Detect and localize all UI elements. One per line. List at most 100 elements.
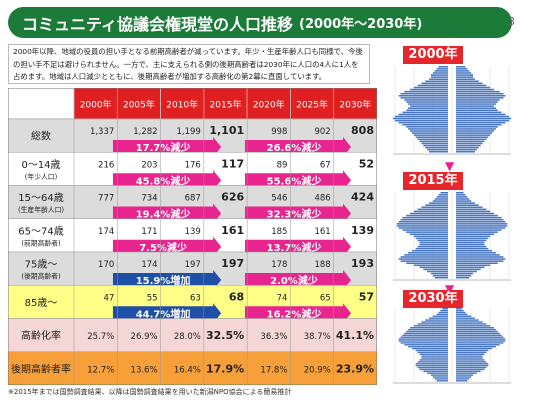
pyramid-bar-male: [396, 225, 448, 227]
pyramid-bar-male: [394, 119, 448, 122]
pyramid-label-2000: 2000年: [403, 46, 463, 64]
row-sublabel: (後期高齢者): [21, 272, 61, 281]
pyramid-bar-female: [456, 101, 498, 103]
pyramid-bar-male: [400, 256, 448, 258]
pyramid-bar-female: [456, 231, 498, 233]
pyramid-bar-female: [456, 204, 479, 206]
pyramid-bar-female: [456, 311, 466, 314]
pyramid-bar-female: [456, 357, 483, 359]
pyramid-bar-female: [456, 210, 491, 213]
column-header: 2015年: [210, 99, 242, 111]
pyramid-bar-male: [415, 237, 448, 240]
cell-value: 13.6%: [131, 365, 158, 375]
pyramid-bar-female: [456, 66, 466, 68]
pyramid-bar-female: [456, 208, 487, 211]
pyramid-bar-female: [456, 368, 485, 371]
pyramid-bar-female: [456, 260, 504, 262]
pyramid-bar-female: [456, 142, 483, 145]
row-label: 高齢化率: [21, 329, 61, 342]
pyramid-bar-male: [392, 117, 448, 120]
cell-value: 41.1%: [336, 329, 374, 342]
cell-value: 171: [141, 227, 157, 237]
pyramid-bar-male: [421, 355, 448, 357]
cell-value: 117: [221, 157, 244, 170]
pyramid-bar-male: [411, 132, 448, 134]
pyramid-bar-female: [456, 196, 468, 198]
column-header: 2020年: [253, 99, 285, 111]
cell-value: 55: [147, 293, 158, 303]
pyramid-bar-female: [456, 241, 485, 244]
pyramid-bar-female: [456, 328, 496, 331]
pyramid-bar-male: [400, 336, 448, 338]
cell-value: 67: [320, 160, 331, 170]
cell-value: 1,101: [209, 124, 244, 137]
pyramid-bar-male: [398, 340, 448, 342]
pyramid-bar-female: [456, 258, 506, 260]
pyramid-bar-female: [456, 146, 479, 149]
pyramid-bar-female: [456, 212, 494, 215]
cell-value: 25.7%: [87, 332, 114, 342]
pyramid-bar-male: [406, 109, 448, 112]
pyramid-bar-male: [417, 84, 448, 87]
cell-value: 176: [185, 160, 201, 170]
pyramid-bar-female: [456, 117, 512, 120]
pyramid-label-2015: 2015年: [403, 172, 463, 190]
pyramid-bar-male: [421, 142, 448, 145]
cell-value: 203: [141, 160, 157, 170]
pyramid-bar-female: [456, 355, 483, 357]
pyramid-bar-male: [406, 101, 448, 103]
pyramid-bar-male: [434, 198, 448, 200]
pyramid-bar-male: [408, 103, 448, 105]
change-label: 2.0%減少: [270, 274, 318, 287]
cell-value: 174: [141, 260, 157, 270]
pyramid-bar-male: [406, 262, 448, 264]
row-label: 65〜74歳: [18, 225, 63, 237]
pyramid-bar-male: [417, 239, 448, 242]
pyramid-bar-male: [404, 90, 448, 93]
pyramid-bar-male: [415, 136, 448, 138]
pyramid-bar-male: [404, 99, 448, 101]
pyramid-bar-male: [413, 325, 448, 327]
cell-value: 546: [271, 194, 287, 204]
pyramid-bar-female: [456, 308, 462, 310]
page-subtitle: (2000年〜2030年): [299, 17, 423, 32]
row-sublabel: (年少人口): [25, 172, 58, 181]
cell-value: 188: [314, 260, 330, 270]
cell-value: 734: [141, 194, 157, 204]
pyramid-bar-male: [398, 221, 448, 223]
pyramid-bar-female: [456, 353, 485, 355]
pyramid-bar-male: [438, 194, 448, 196]
pyramid-bar-male: [427, 148, 448, 151]
down-arrow-icon: ▼: [445, 282, 455, 296]
pyramid-bar-female: [456, 239, 487, 242]
corner-cell: [7, 87, 75, 120]
pyramid-bar-male: [417, 361, 448, 363]
pyramid-bar-male: [434, 276, 448, 279]
pyramid-bar-female: [456, 378, 470, 380]
row-label: 75歳〜: [25, 259, 58, 271]
pyramid-bar-male: [425, 204, 448, 206]
column-header-cell: [73, 87, 118, 120]
pyramid-bar-female: [456, 336, 504, 338]
pyramid-bar-female: [456, 345, 496, 348]
pyramid-bar-male: [438, 66, 448, 68]
pyramid-bar-male: [406, 231, 448, 233]
cell-value: 777: [98, 194, 114, 204]
pyramid-bar-male: [438, 311, 448, 314]
pyramid-bar-female: [456, 214, 498, 217]
change-label: 13.7%減少: [267, 241, 322, 254]
cell-value: 424: [351, 191, 374, 204]
pyramid-bar-female: [456, 119, 510, 122]
cell-value: 1,282: [133, 127, 157, 137]
cell-value: 161: [314, 227, 330, 237]
pyramid-bar-female: [456, 380, 468, 382]
pyramid-bar-male: [421, 206, 448, 209]
pyramid-bar-male: [410, 105, 448, 107]
pyramid-bar-male: [436, 196, 448, 198]
pyramid-bar-female: [456, 250, 493, 252]
cell-value: 193: [351, 257, 374, 270]
cell-value: 139: [185, 227, 201, 237]
table-row: [7, 318, 378, 352]
pyramid-bar-female: [456, 313, 468, 316]
pyramid-bar-male: [406, 330, 448, 333]
